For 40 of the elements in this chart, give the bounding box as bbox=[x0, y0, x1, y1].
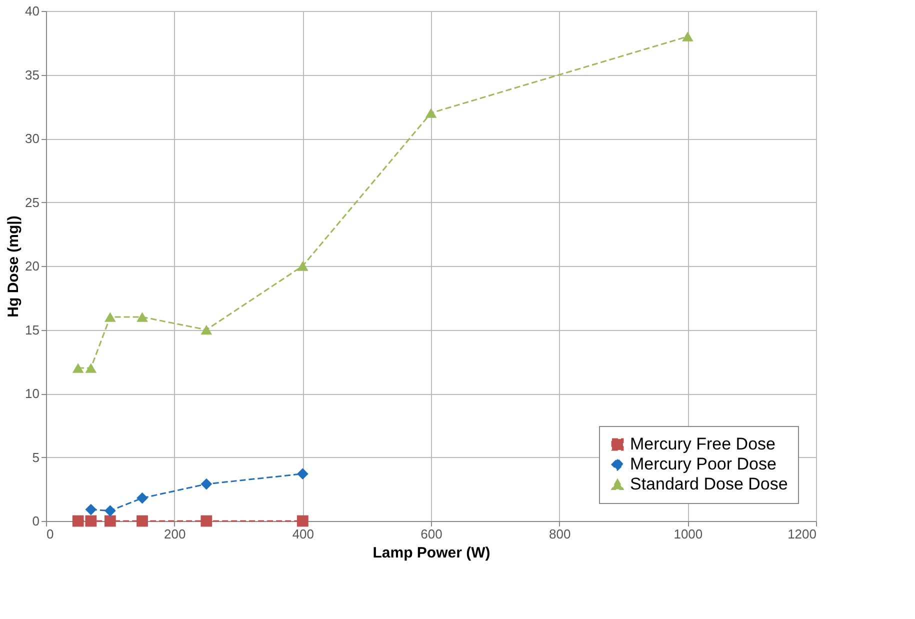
legend-label: Standard Dose Dose bbox=[630, 474, 788, 494]
x-tick-label: 1200 bbox=[788, 526, 816, 542]
x-tick-label: 1000 bbox=[674, 526, 703, 542]
y-axis-title: Hg Dose (mg|) bbox=[5, 216, 22, 318]
point bbox=[296, 468, 308, 480]
point bbox=[200, 515, 212, 527]
x-tick-label: 600 bbox=[420, 526, 442, 542]
point bbox=[200, 324, 212, 335]
point bbox=[136, 492, 148, 504]
point bbox=[136, 515, 148, 527]
point bbox=[72, 363, 84, 373]
point bbox=[85, 504, 97, 516]
point bbox=[72, 515, 84, 527]
point bbox=[296, 515, 308, 527]
point bbox=[104, 312, 116, 322]
y-tick-label: 10 bbox=[25, 386, 40, 401]
point bbox=[104, 505, 116, 516]
point bbox=[296, 261, 308, 271]
y-tick-label: 15 bbox=[25, 322, 40, 338]
x-axis-title: Lamp Power (W) bbox=[372, 544, 490, 562]
y-tick-label: 25 bbox=[25, 194, 40, 210]
y-tick-label: 5 bbox=[32, 450, 40, 465]
x-tick-label: 0 bbox=[46, 526, 54, 542]
y-tick-label: 30 bbox=[25, 131, 40, 146]
x-tick-label: 800 bbox=[548, 526, 571, 542]
y-tick-label: 35 bbox=[25, 67, 40, 82]
y-tick-label: 0 bbox=[32, 514, 40, 528]
point bbox=[85, 363, 97, 373]
legend-label: Mercury Poor Dose bbox=[630, 454, 776, 474]
point bbox=[85, 515, 97, 527]
y-tick-label: 20 bbox=[25, 258, 40, 274]
point bbox=[104, 515, 116, 527]
legend-label: Mercury Free Dose bbox=[630, 434, 776, 454]
x-tick-label: 400 bbox=[292, 526, 314, 542]
x-tick-label: 200 bbox=[164, 526, 186, 542]
point bbox=[136, 312, 148, 322]
point bbox=[200, 478, 212, 490]
point bbox=[682, 32, 694, 42]
y-tick-label: 40 bbox=[25, 4, 40, 18]
point bbox=[425, 108, 437, 118]
